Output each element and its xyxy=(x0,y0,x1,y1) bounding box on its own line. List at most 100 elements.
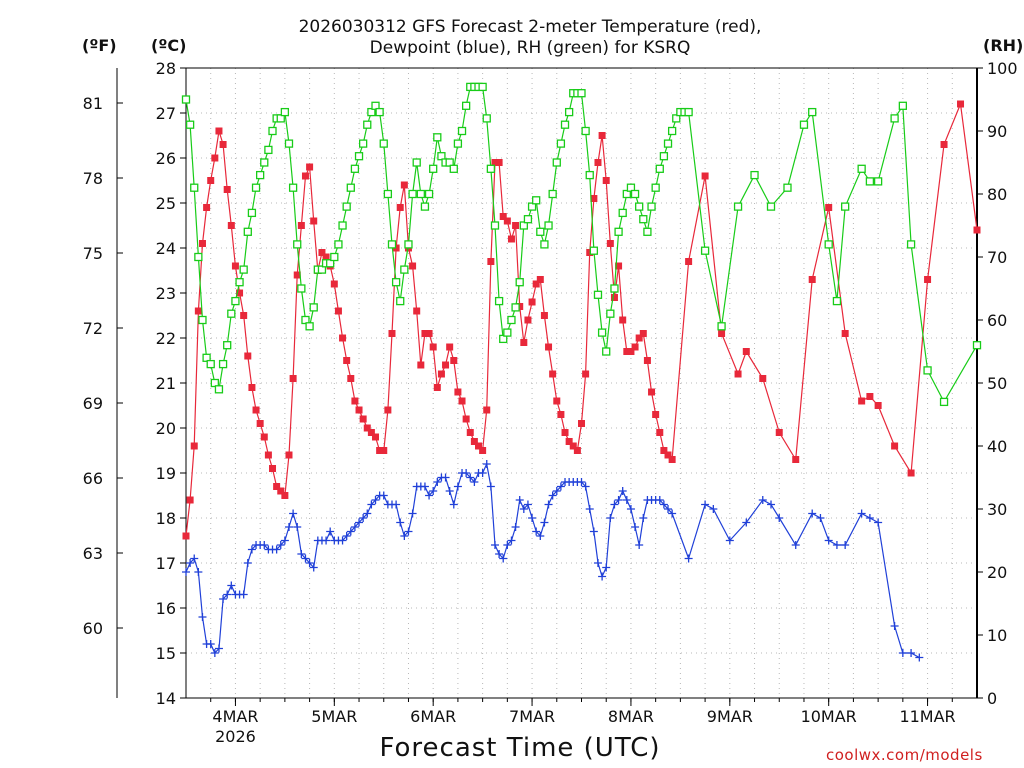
data-point xyxy=(334,307,342,315)
data-point xyxy=(260,158,269,167)
x-axis-title: Forecast Time (UTC) xyxy=(379,733,661,763)
data-point xyxy=(631,343,639,351)
data-point xyxy=(264,145,273,155)
data-point xyxy=(462,415,470,423)
data-point xyxy=(663,139,673,148)
data-point xyxy=(940,141,948,148)
data-point xyxy=(569,442,577,450)
data-point xyxy=(350,523,359,531)
data-point xyxy=(310,217,318,225)
celsius-tick-label: 24 xyxy=(156,239,176,258)
data-point xyxy=(478,82,487,92)
data-point xyxy=(544,221,553,230)
data-point xyxy=(494,296,504,306)
x-tick-label: 7MAR xyxy=(509,707,555,726)
data-point xyxy=(243,559,252,567)
data-point xyxy=(532,527,541,536)
data-point xyxy=(890,114,899,123)
data-point xyxy=(602,563,611,572)
data-point xyxy=(857,164,866,173)
data-point xyxy=(791,541,800,549)
data-point xyxy=(907,649,916,657)
fahrenheit-tick-label: 69 xyxy=(83,394,103,413)
rh-tick-label: 70 xyxy=(987,248,1007,267)
data-point xyxy=(783,183,792,192)
data-point xyxy=(297,550,306,558)
data-point xyxy=(865,514,874,522)
data-point xyxy=(186,496,194,504)
data-point xyxy=(425,491,434,500)
data-point xyxy=(659,500,668,509)
data-point xyxy=(219,141,227,148)
data-point xyxy=(305,559,314,567)
data-point xyxy=(627,348,635,355)
celsius-tick-label: 19 xyxy=(156,464,176,483)
data-point xyxy=(585,505,594,513)
data-point xyxy=(565,438,573,445)
data-point xyxy=(495,159,503,166)
data-point xyxy=(635,334,643,342)
data-point xyxy=(342,532,351,540)
data-point xyxy=(544,500,553,509)
data-point xyxy=(684,107,693,117)
data-point xyxy=(466,473,475,482)
data-point xyxy=(223,186,231,193)
data-point xyxy=(367,429,375,436)
data-point xyxy=(619,316,627,324)
data-point xyxy=(700,246,710,255)
data-point xyxy=(515,278,524,287)
fahrenheit-tick-label: 75 xyxy=(83,244,103,263)
data-point xyxy=(598,572,607,581)
data-point xyxy=(330,252,339,262)
data-point xyxy=(351,397,359,405)
data-point xyxy=(322,536,331,545)
data-point xyxy=(717,322,726,331)
data-point xyxy=(865,177,875,186)
data-point xyxy=(891,442,899,450)
data-point xyxy=(824,536,833,545)
data-point xyxy=(339,334,347,342)
data-point xyxy=(540,518,549,527)
data-point xyxy=(354,152,364,161)
fahrenheit-tick-label: 81 xyxy=(83,94,103,113)
data-point xyxy=(639,215,648,224)
data-point xyxy=(655,164,664,173)
data-point xyxy=(306,163,314,171)
x-tick-label: 8MAR xyxy=(608,707,654,726)
fahrenheit-unit-label: (ºF) xyxy=(82,36,117,55)
data-point xyxy=(664,451,672,459)
data-point xyxy=(326,527,335,536)
data-point xyxy=(396,296,405,306)
data-point xyxy=(652,411,660,418)
data-point xyxy=(622,496,631,504)
data-point xyxy=(866,393,874,400)
data-point xyxy=(915,653,924,662)
data-point xyxy=(198,613,207,621)
data-point xyxy=(639,330,647,337)
data-point xyxy=(643,357,651,364)
data-point xyxy=(499,554,508,563)
data-point xyxy=(528,514,537,522)
data-point xyxy=(379,139,388,148)
data-point xyxy=(610,284,619,293)
data-point xyxy=(482,114,491,123)
rh-tick-label: 0 xyxy=(987,689,997,708)
data-point xyxy=(631,523,640,531)
data-point xyxy=(659,152,669,161)
data-point xyxy=(280,107,290,117)
data-point xyxy=(660,447,668,454)
data-point xyxy=(907,469,915,477)
data-point xyxy=(429,487,438,495)
data-point xyxy=(449,500,458,509)
data-point xyxy=(235,278,244,287)
data-point xyxy=(244,352,252,360)
data-point xyxy=(453,482,462,491)
data-point xyxy=(404,527,413,536)
data-point xyxy=(581,482,590,491)
data-point xyxy=(198,315,207,325)
data-point xyxy=(684,554,693,563)
data-point xyxy=(939,397,949,407)
data-point xyxy=(507,315,516,325)
data-point xyxy=(615,262,623,270)
data-point xyxy=(614,227,623,236)
